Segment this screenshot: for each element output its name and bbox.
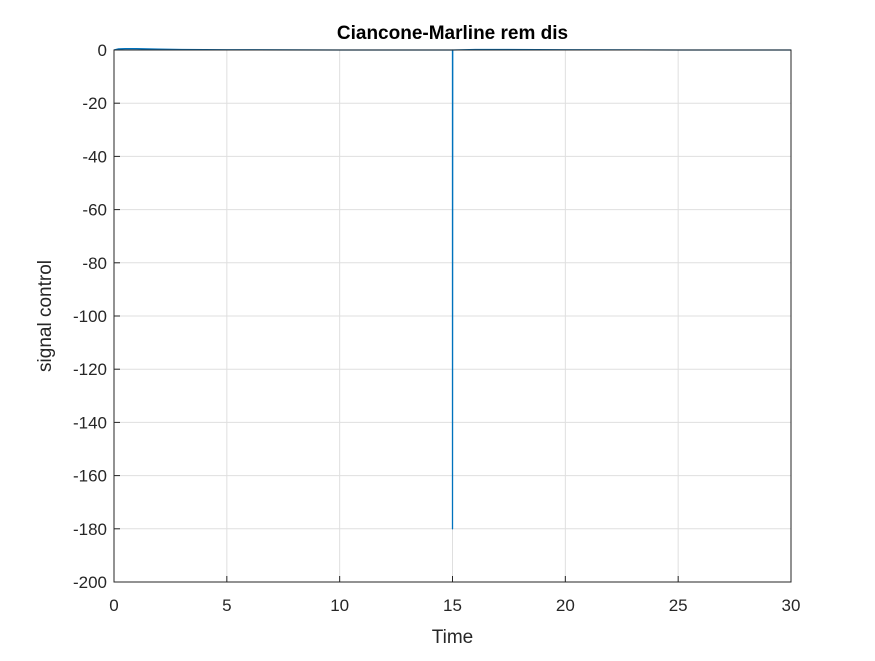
y-tick-label: -120 bbox=[73, 360, 107, 379]
x-tick-label: 15 bbox=[443, 596, 462, 615]
x-tick-label: 20 bbox=[556, 596, 575, 615]
y-tick-label: -180 bbox=[73, 520, 107, 539]
y-axis-ticks: 0 -20 -40 -60 -80 -100 -120 -140 -160 -180 -200 bbox=[73, 41, 120, 592]
x-tick-label: 25 bbox=[669, 596, 688, 615]
y-tick-label: -200 bbox=[73, 573, 107, 592]
x-tick-label: 0 bbox=[109, 596, 118, 615]
x-tick-label: 30 bbox=[782, 596, 801, 615]
chart-title: Ciancone-Marline rem dis bbox=[337, 23, 568, 44]
x-axis-ticks: 0 5 10 15 20 25 30 bbox=[109, 576, 800, 615]
y-tick-label: -60 bbox=[82, 201, 107, 220]
x-tick-label: 10 bbox=[330, 596, 349, 615]
y-tick-label: -160 bbox=[73, 467, 107, 486]
y-tick-label: 0 bbox=[98, 41, 107, 60]
x-axis-label: Time bbox=[432, 627, 474, 648]
x-tick-label: 5 bbox=[222, 596, 231, 615]
y-tick-label: -100 bbox=[73, 307, 107, 326]
y-tick-label: -20 bbox=[82, 94, 107, 113]
y-tick-label: -40 bbox=[82, 147, 107, 166]
y-tick-label: -80 bbox=[82, 254, 107, 273]
y-tick-label: -140 bbox=[73, 413, 107, 432]
y-axis-label: signal control bbox=[35, 260, 56, 372]
